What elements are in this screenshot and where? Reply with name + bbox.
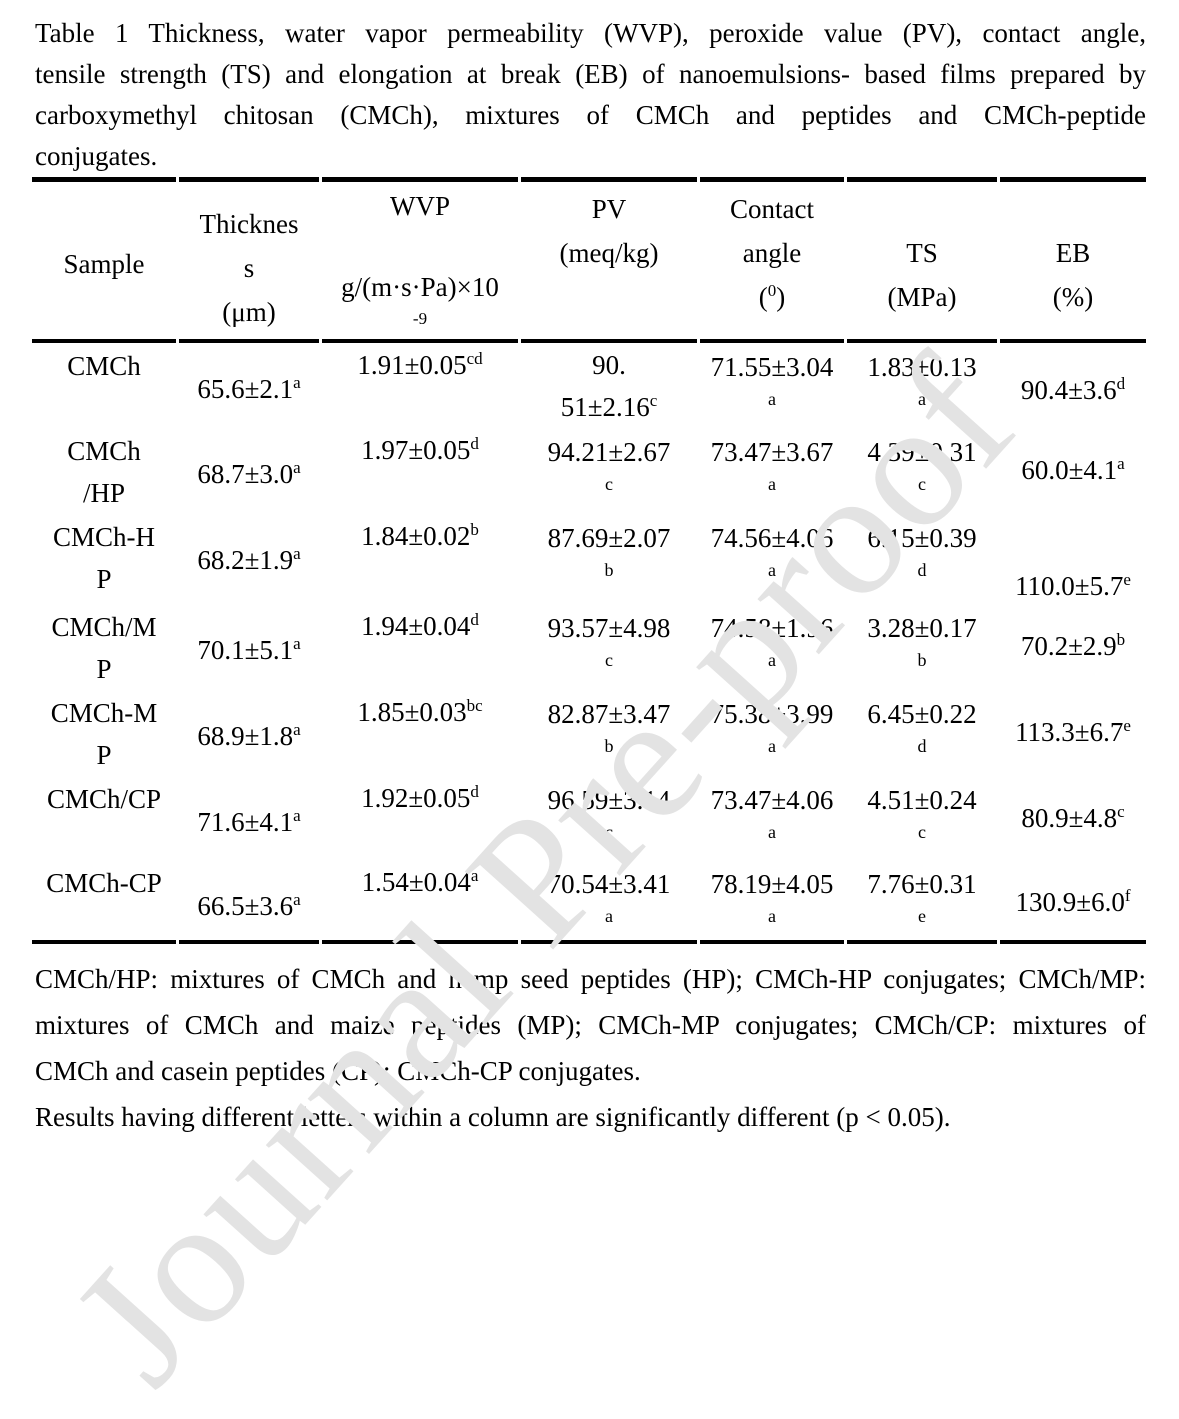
cell-contact-angle: 73.47±4.06 a xyxy=(710,785,834,842)
table-footnotes: CMCh/HP: mixtures of CMCh and hemp seed … xyxy=(35,956,1146,1140)
journal-preproof-page: Table 1 Thickness, water vapor permeabil… xyxy=(29,13,1149,1419)
footnote-line: CMCh and casein peptides (CP); CMCh-CP c… xyxy=(35,1056,641,1086)
table-caption: Table 1 Thickness, water vapor permeabil… xyxy=(35,13,1146,177)
cell-thickness: 68.9±1.8a xyxy=(197,720,301,751)
caption-line: tensile strength (TS) and elongation at … xyxy=(35,59,1146,89)
table-row: CMCh/CP 71.6±4.1a 1.92±0.05d 96.59±3.14 c 73.… xyxy=(32,776,1146,860)
cell-wvp: 1.91±0.05cd xyxy=(357,349,483,380)
cell-eb: 113.3±6.7e xyxy=(1015,716,1131,747)
table-row: CMCh-M P 68.9±1.8a 1.85±0.03bc 82.87±3.47 b 75… xyxy=(32,690,1146,776)
caption-line: conjugates. xyxy=(35,141,158,171)
cell-ts: 4.51±0.24 c xyxy=(867,785,977,842)
header-wvp-exponent: -9 xyxy=(412,309,428,328)
cell-thickness: 68.2±1.9a xyxy=(197,544,301,575)
cell-thickness: 68.7±3.0a xyxy=(197,458,301,489)
header-wvp: WVP g/(m·s·Pa)×10 -9 xyxy=(322,177,518,343)
cell-wvp: 1.84±0.02b xyxy=(361,520,479,551)
footnote-line: mixtures of CMCh and maize peptides (MP)… xyxy=(35,1010,1146,1040)
cell-wvp: 1.92±0.05d xyxy=(361,782,479,813)
cell-thickness: 65.6±2.1a xyxy=(197,373,301,404)
cell-pv: 96.59±3.14 c xyxy=(547,785,671,842)
cell-ts: 1.83±0.13 a xyxy=(867,352,977,409)
cell-pv: 82.87±3.47 b xyxy=(547,699,671,756)
header-ts: TS (MPa) xyxy=(847,177,997,343)
cell-contact-angle: 74.56±4.06 a xyxy=(710,523,834,580)
cell-thickness: 70.1±5.1a xyxy=(197,634,301,665)
cell-contact-angle: 71.55±3.04 a xyxy=(710,352,834,409)
cell-contact-angle: 73.47±3.67 a xyxy=(710,437,834,494)
table-row: CMCh-CP 66.5±3.6a 1.54±0.04a 70.54±3.41 a 78.… xyxy=(32,860,1146,944)
header-eb: EB (%) xyxy=(1000,177,1146,343)
cell-sample: CMCh/HP xyxy=(67,436,141,508)
results-table: Sample Thicknes s (μm) WVP g/(m·s·Pa)×10 -9 PV(… xyxy=(29,177,1149,944)
cell-contact-angle: 74.58±1.96 a xyxy=(710,613,834,670)
cell-thickness: 71.6±4.1a xyxy=(197,806,301,837)
header-row: Sample Thicknes s (μm) WVP g/(m·s·Pa)×10 -9 PV(… xyxy=(32,177,1146,343)
cell-ts: 7.76±0.31 e xyxy=(847,860,997,944)
cell-ts: 6.45±0.22 d xyxy=(867,699,977,756)
cell-sample: CMCh/CP xyxy=(46,784,162,814)
cell-pv: 87.69±2.07 b xyxy=(547,523,671,580)
table-row: CMCh 65.6±2.1a 1.91±0.05cd 90. 51±2.16c 71.55… xyxy=(32,343,1146,428)
cell-ts: 4.39±0.31 c xyxy=(867,437,977,494)
header-contact: Contact angle (0) xyxy=(700,177,844,343)
cell-contact-angle: 78.19±4.05 a xyxy=(700,860,844,944)
cell-contact-angle: 75.38±3.99 a xyxy=(710,699,834,756)
cell-eb: 130.9±6.0f xyxy=(1000,860,1146,944)
cell-pv: 94.21±2.67 c xyxy=(547,437,671,494)
cell-ts: 6.15±0.39 d xyxy=(867,523,977,580)
table-row: CMCh/M P 70.1±5.1a 1.94±0.04d 93.57±4.98 c 74.… xyxy=(32,604,1146,690)
cell-wvp: 1.85±0.03bc xyxy=(357,696,483,727)
cell-eb: 60.0±4.1a xyxy=(1021,454,1125,485)
caption-line: Table 1 Thickness, water vapor permeabil… xyxy=(35,18,1146,48)
cell-pv: 93.57±4.98 c xyxy=(547,613,671,670)
header-thickness: Thicknes s (μm) xyxy=(179,177,319,343)
cell-wvp: 1.54±0.04a xyxy=(322,860,518,944)
table-row: CMCh-H P 68.2±1.9a 1.84±0.02b 87.69±2.07 b 74.… xyxy=(32,514,1146,604)
cell-wvp: 1.94±0.04d xyxy=(361,610,479,641)
cell-wvp: 1.97±0.05d xyxy=(361,434,479,465)
cell-eb: 90.4±3.6d xyxy=(1020,374,1126,405)
cell-eb: 110.0±5.7e xyxy=(1015,570,1131,601)
cell-eb: 70.2±2.9b xyxy=(1020,630,1126,661)
cell-sample: CMCh-CP xyxy=(32,860,176,944)
header-sample: Sample xyxy=(32,177,176,343)
caption-line: carboxymethyl chitosan (CMCh), mixtures … xyxy=(35,100,1146,130)
table-body: CMCh 65.6±2.1a 1.91±0.05cd 90. 51±2.16c 71.55… xyxy=(32,343,1146,944)
cell-pv: 70.54±3.41 a xyxy=(521,860,697,944)
cell-thickness: 66.5±3.6a xyxy=(179,860,319,944)
footnote-line: Results having different letters within … xyxy=(35,1102,951,1132)
footnote-line: CMCh/HP: mixtures of CMCh and hemp seed … xyxy=(35,964,1146,994)
cell-eb: 80.9±4.8c xyxy=(1021,802,1125,833)
cell-sample: CMCh/M P xyxy=(51,612,157,684)
cell-pv: 90. 51±2.16c xyxy=(560,350,658,422)
cell-sample: CMCh-M P xyxy=(50,698,158,770)
table-row: CMCh/HP 68.7±3.0a 1.97±0.05d 94.21±2.67 c 73.… xyxy=(32,428,1146,514)
cell-sample: CMCh-H P xyxy=(52,522,155,594)
header-pv: PV (meq/kg) xyxy=(521,177,697,343)
cell-ts: 3.28±0.17 b xyxy=(867,613,977,670)
table-header: Sample Thicknes s (μm) WVP g/(m·s·Pa)×10 -9 PV(… xyxy=(32,177,1146,343)
cell-sample: CMCh xyxy=(67,351,141,381)
